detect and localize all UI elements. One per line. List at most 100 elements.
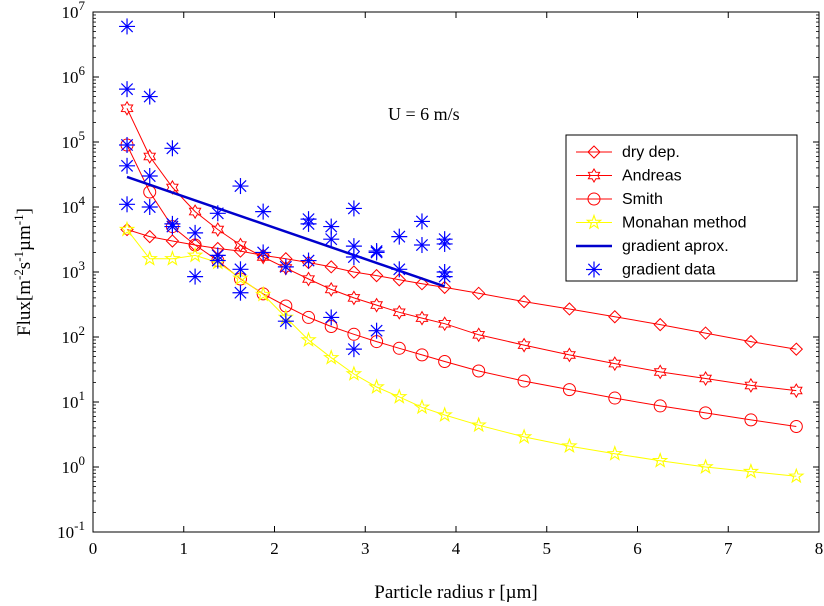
data-point [323, 231, 340, 248]
asterisk-stroke [347, 240, 360, 253]
asterisk-stroke [143, 169, 156, 183]
asterisk-stroke [234, 179, 247, 193]
data-point [232, 269, 249, 286]
data-point [391, 261, 408, 278]
data-point [651, 452, 669, 468]
y-axis-title-sup-3: -1 [11, 214, 26, 225]
y-tick-label: 10-1 [57, 518, 85, 542]
legend-marker [585, 213, 603, 230]
x-tick-label: 3 [361, 539, 370, 558]
data-point [345, 341, 362, 358]
data-point [277, 313, 294, 330]
data-point [744, 334, 758, 349]
data-point [436, 235, 453, 252]
legend: dry dep. Andreas Smith Monahan method gradie… [565, 134, 798, 282]
y-tick-label: 103 [62, 258, 86, 282]
asterisk-stroke [587, 263, 601, 276]
asterisk-stroke [189, 270, 202, 283]
data-point [300, 331, 317, 347]
data-point [370, 297, 384, 313]
data-point [470, 416, 487, 433]
data-point [562, 347, 576, 363]
asterisk-stroke [415, 238, 429, 252]
y-axis-title-end: ] [14, 208, 35, 214]
y-axis-title: Flux[m-2s-1µm-1] [11, 208, 35, 336]
data-point [472, 364, 486, 378]
asterisk-stroke [302, 254, 315, 267]
legend-marker [587, 168, 601, 183]
asterisk-stroke [166, 220, 179, 233]
legend-box [565, 134, 798, 282]
data-point [472, 327, 486, 343]
data-point [256, 249, 270, 265]
x-tick-label: 8 [815, 539, 824, 558]
data-point [438, 316, 452, 332]
data-point [141, 88, 158, 105]
asterisk-stroke [347, 343, 360, 356]
asterisk-stroke [347, 202, 360, 215]
data-point [211, 221, 225, 237]
data-point [164, 218, 181, 235]
asterisk-stroke [120, 83, 134, 96]
data-point [119, 196, 136, 213]
x-tick-label: 4 [452, 539, 461, 558]
data-point [608, 391, 622, 405]
data-point [517, 294, 531, 309]
data-point [608, 310, 622, 324]
data-point [697, 458, 714, 475]
data-point [347, 265, 361, 279]
data-point [233, 244, 248, 258]
y-tick-label: 107 [62, 0, 86, 22]
annotation-wind-speed: U = 6 m/s [388, 104, 460, 124]
data-point [368, 322, 385, 339]
data-point [699, 371, 713, 386]
data-point [187, 268, 204, 285]
legend-label: dry dep. [622, 144, 680, 161]
series-line [126, 175, 446, 288]
data-point [300, 252, 317, 269]
data-point [699, 406, 713, 420]
data-point [233, 237, 247, 253]
series-layer [118, 18, 805, 484]
asterisk-stroke [120, 20, 134, 33]
data-point [413, 237, 430, 254]
axis-ticks: 0 1 2 3 4 5 6 7 8 10-1 100 101 102 103 104 105 106 107 [57, 0, 823, 558]
asterisk-stroke [325, 233, 338, 246]
y-tick-label: 106 [62, 63, 86, 87]
data-point [302, 310, 316, 324]
series-gradient-aprox [126, 175, 446, 288]
data-point [562, 383, 576, 397]
data-point [562, 302, 577, 316]
data-point [323, 218, 340, 235]
data-point [392, 304, 406, 320]
asterisk-stroke [302, 217, 315, 230]
asterisk-stroke [438, 270, 451, 283]
data-point [120, 100, 134, 116]
y-axis-title-mid-2: µm [14, 225, 35, 251]
data-point [345, 365, 363, 381]
y-axis-title-mid-1: s [14, 262, 35, 269]
data-point [391, 228, 408, 245]
data-point [606, 445, 624, 461]
asterisk-stroke [257, 205, 270, 218]
x-tick-label: 2 [270, 539, 279, 558]
data-point [413, 398, 431, 415]
data-point [254, 285, 272, 302]
x-tick-label: 6 [633, 539, 642, 558]
legend-label: gradient aprox. [622, 238, 729, 255]
data-point [119, 136, 136, 153]
legend-marker [587, 192, 601, 206]
asterisk-stroke [257, 246, 270, 259]
data-point [517, 374, 531, 388]
legend-marker [587, 145, 601, 159]
data-point [255, 203, 272, 220]
data-point [322, 349, 340, 365]
data-point [369, 268, 384, 283]
data-point [232, 284, 249, 301]
legend-entry: Smith [576, 191, 663, 208]
data-point [141, 250, 159, 266]
data-point [436, 406, 453, 423]
y-axis-title-base: Flux[m [14, 280, 35, 336]
data-point [653, 399, 667, 413]
asterisk-stroke [234, 286, 247, 299]
